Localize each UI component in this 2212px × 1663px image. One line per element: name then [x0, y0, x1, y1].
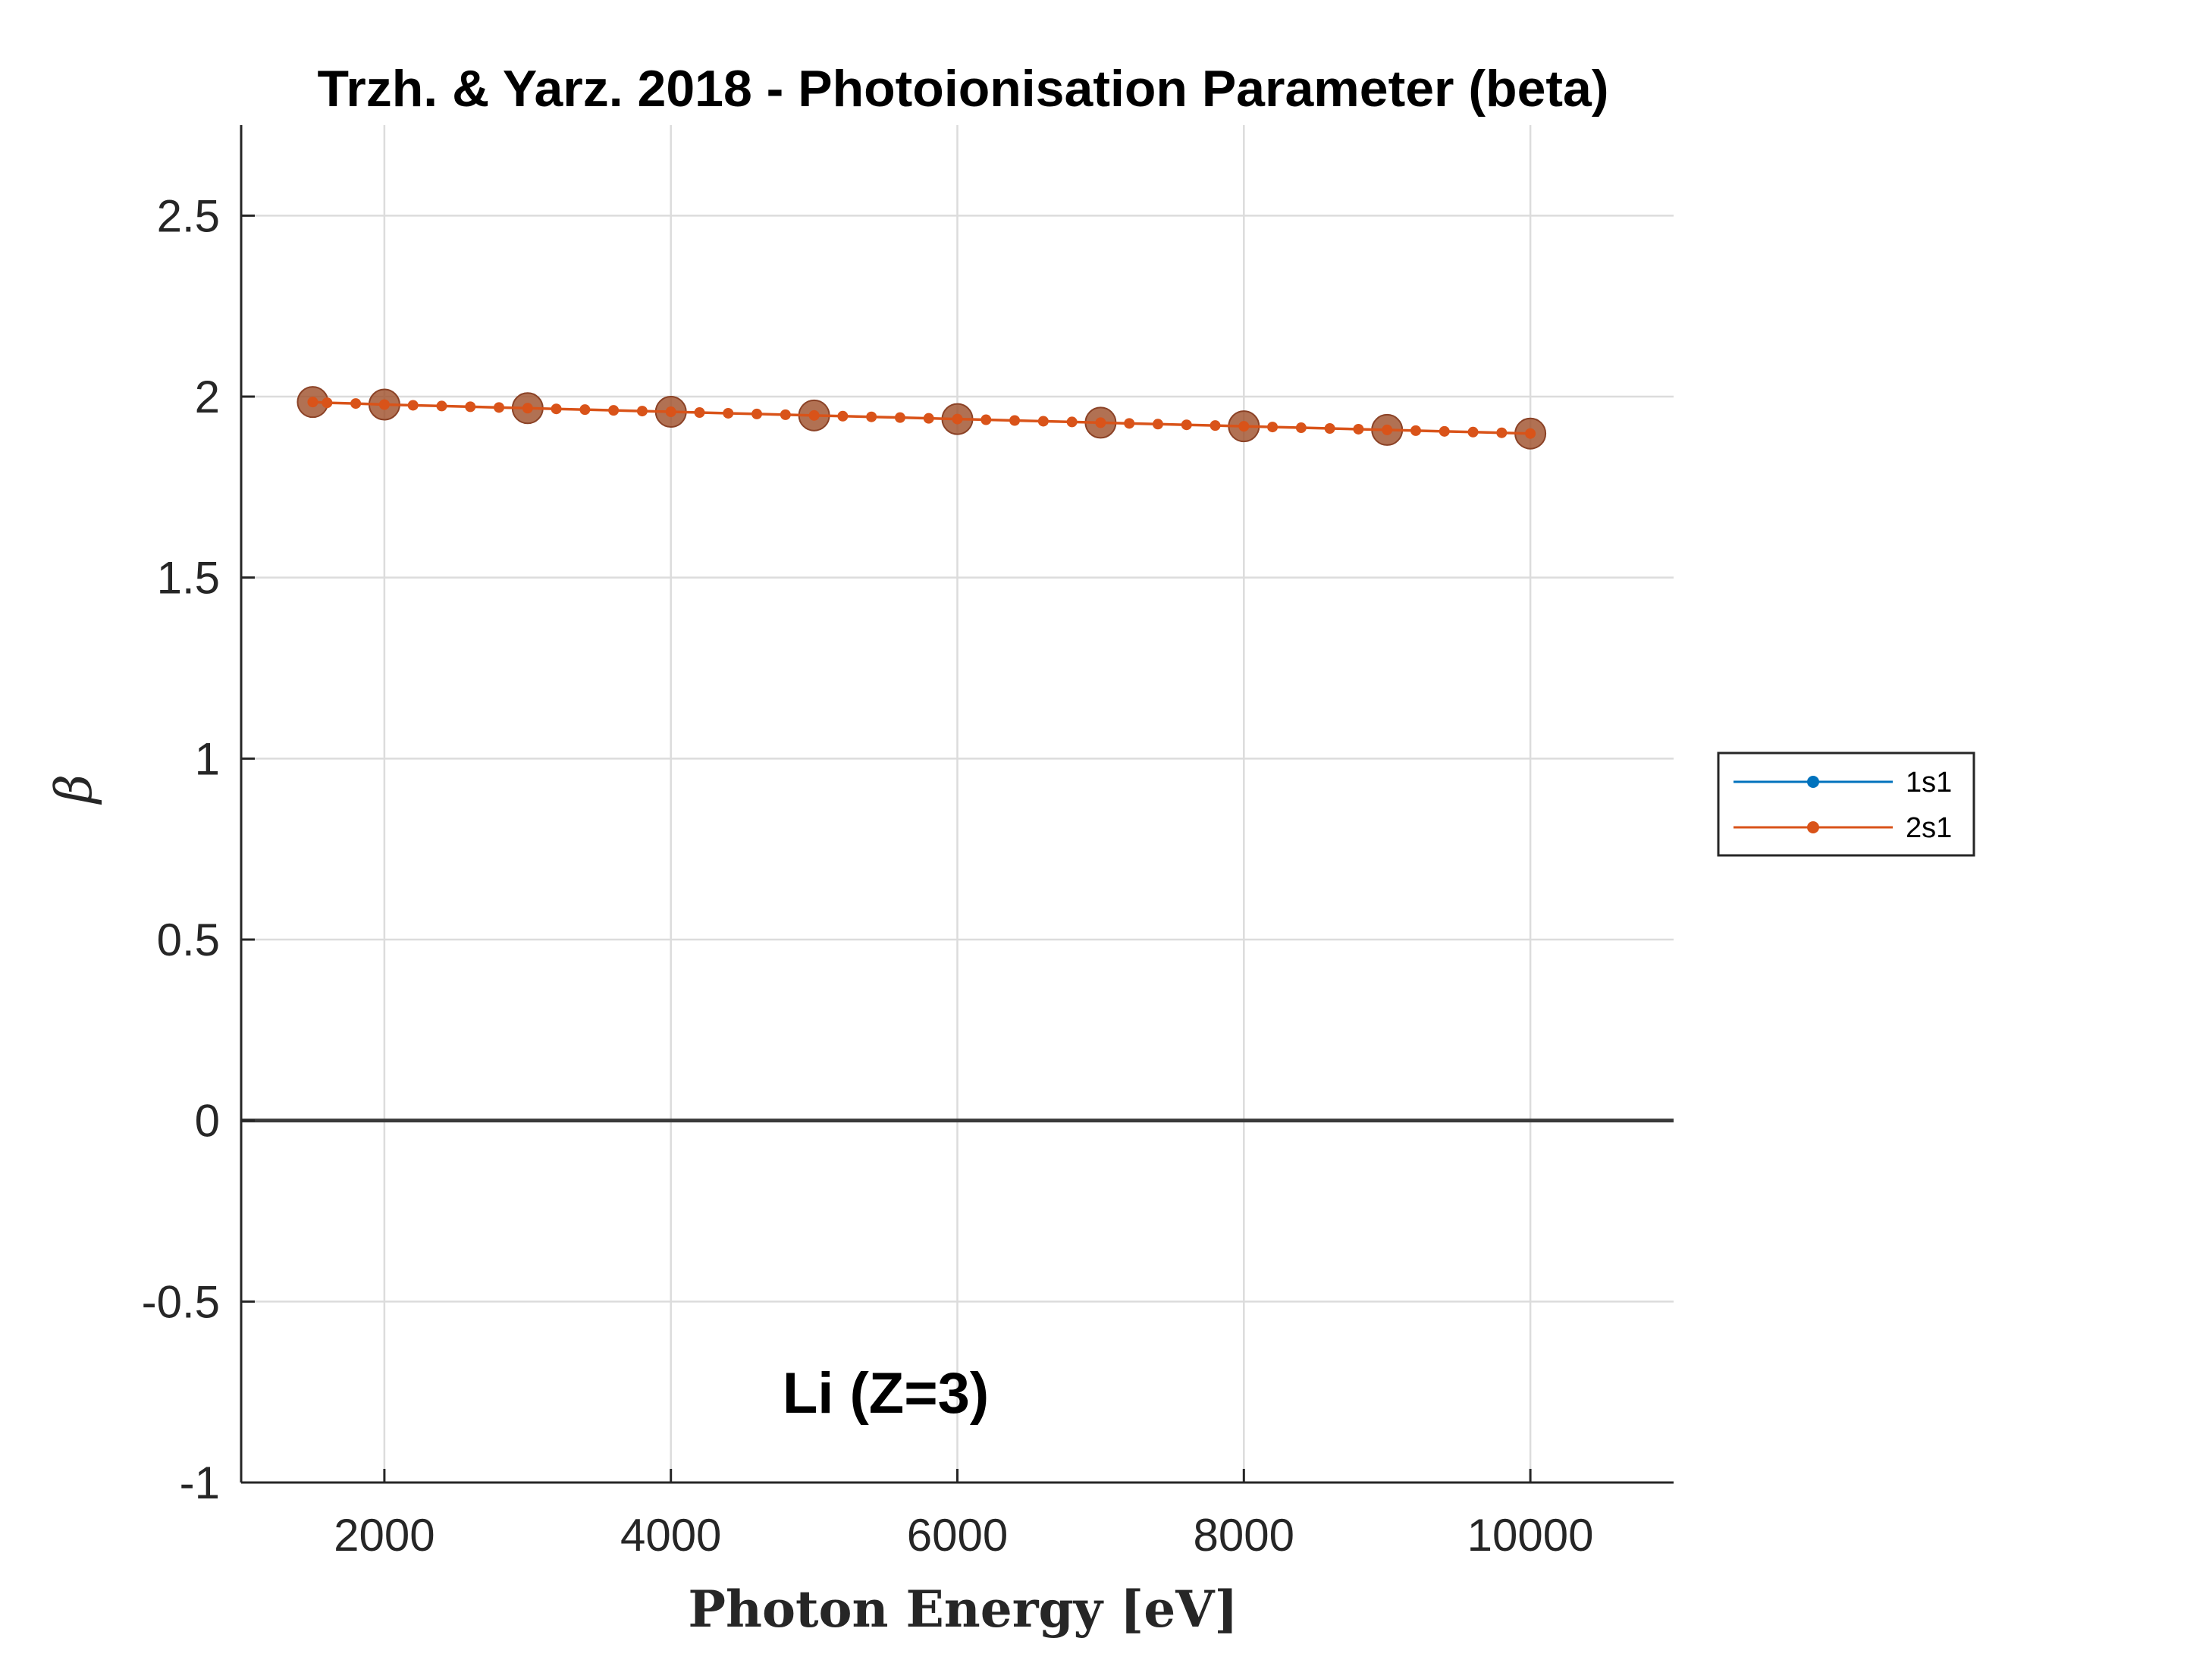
y-tick-label: 1.5 [157, 553, 220, 604]
series-point-2s1 [1037, 416, 1049, 427]
series-point-2s1 [1467, 426, 1479, 438]
series-point-2s1 [579, 404, 591, 416]
legend: 1s1 2s1 [1717, 751, 1975, 857]
y-tick-label: -1 [180, 1457, 220, 1508]
series-point-2s1 [1009, 415, 1021, 426]
y-tick-label: 0 [195, 1096, 220, 1147]
x-axis-label: Photon Energy [eV] [688, 1580, 1238, 1639]
series-point-2s1 [866, 411, 877, 422]
chart-title: Trzh. & Yarz. 2018 - Photoionisation Par… [318, 60, 1609, 118]
y-tick-label: 2 [195, 372, 220, 422]
series-point-2s1 [307, 397, 318, 408]
series-point-2s1 [1439, 425, 1450, 437]
series-point-2s1 [723, 407, 734, 419]
series-point-2s1 [1353, 423, 1364, 435]
series-point-2s1 [608, 405, 620, 416]
series-point-2s1 [465, 401, 476, 413]
series-point-2s1 [1267, 422, 1279, 433]
series-point-2s1 [1152, 419, 1163, 430]
series-point-2s1 [522, 403, 533, 414]
series-point-2s1 [980, 414, 992, 425]
series-point-2s1 [436, 400, 447, 412]
series-point-2s1 [1181, 419, 1192, 431]
legend-label-1s1: 1s1 [1906, 767, 1952, 799]
series-point-2s1 [1095, 417, 1106, 428]
plot-series [307, 397, 1536, 439]
x-tick-label: 2000 [334, 1510, 435, 1561]
series-point-2s1 [665, 406, 676, 418]
series-point-2s1 [894, 412, 905, 423]
legend-box [1717, 751, 1975, 857]
series-point-2s1 [636, 406, 648, 417]
legend-marker-1s1 [1807, 776, 1819, 788]
series-point-2s1 [407, 400, 419, 411]
y-tick-labels: -1 -0.5 0 0.5 1 1.5 2 2.5 [142, 190, 220, 1508]
series-point-2s1 [780, 409, 791, 420]
x-tick-labels: 2000 4000 6000 8000 10000 [334, 1510, 1593, 1561]
series-point-2s1 [952, 413, 963, 425]
x-tick-label: 8000 [1194, 1510, 1294, 1561]
series-point-2s1 [378, 399, 390, 410]
y-tick-label: 2.5 [157, 190, 220, 241]
series-point-2s1 [837, 410, 849, 422]
series-point-2s1 [923, 413, 934, 424]
x-tick-label: 10000 [1467, 1510, 1594, 1561]
series-point-2s1 [1295, 422, 1307, 434]
series-point-2s1 [322, 397, 333, 409]
series-point-2s1 [1525, 428, 1536, 439]
series-point-2s1 [694, 407, 705, 419]
series-point-2s1 [1382, 424, 1393, 435]
legend-marker-2s1 [1807, 821, 1819, 833]
y-tick-label: 0.5 [157, 915, 220, 965]
series-point-2s1 [808, 409, 820, 421]
series-point-2s1 [1066, 416, 1078, 428]
x-tick-label: 6000 [907, 1510, 1008, 1561]
series-point-2s1 [1238, 421, 1250, 432]
series-point-2s1 [1410, 425, 1421, 436]
series-point-2s1 [1496, 427, 1508, 438]
element-annotation: Li (Z=3) [783, 1361, 989, 1426]
series-point-2s1 [1324, 423, 1335, 435]
series-point-2s1 [1124, 418, 1135, 429]
x-tick-label: 4000 [620, 1510, 721, 1561]
y-axis-label: β [45, 774, 103, 805]
series-point-2s1 [350, 398, 362, 409]
legend-label-2s1: 2s1 [1906, 812, 1952, 844]
series-point-2s1 [1210, 420, 1221, 431]
series-point-2s1 [751, 408, 763, 419]
y-tick-label: -0.5 [142, 1276, 220, 1327]
series-point-2s1 [494, 402, 505, 413]
axes [240, 125, 1674, 1484]
y-tick-label: 1 [195, 733, 220, 784]
series-point-2s1 [551, 403, 562, 415]
